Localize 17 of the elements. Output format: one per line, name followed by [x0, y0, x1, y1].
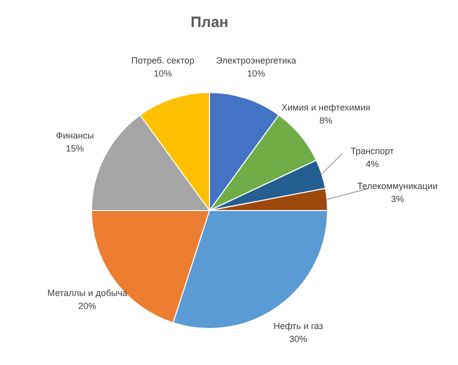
slice-label: Электроэнергетика — [216, 55, 296, 66]
slice-label: Потреб. сектор — [131, 55, 194, 66]
slice-label: Нефть и газ — [273, 321, 324, 332]
slice-label: Финансы — [56, 130, 94, 140]
data-label: 15% — [66, 143, 84, 154]
data-label: 3% — [390, 194, 404, 204]
slice-label: Телекоммуникации — [357, 181, 438, 192]
data-label: 8% — [319, 116, 332, 126]
chart-title: План — [190, 14, 228, 31]
data-label: 20% — [78, 300, 96, 311]
data-label: 10% — [247, 68, 266, 78]
slice-label: Металлы и добыча — [47, 288, 128, 298]
slice-label: Химия и нефтехимия — [281, 102, 370, 113]
data-label: 10% — [154, 68, 172, 78]
slice-label: Транспорт — [350, 146, 394, 156]
data-label: 4% — [366, 159, 379, 170]
data-label: 30% — [289, 334, 308, 344]
